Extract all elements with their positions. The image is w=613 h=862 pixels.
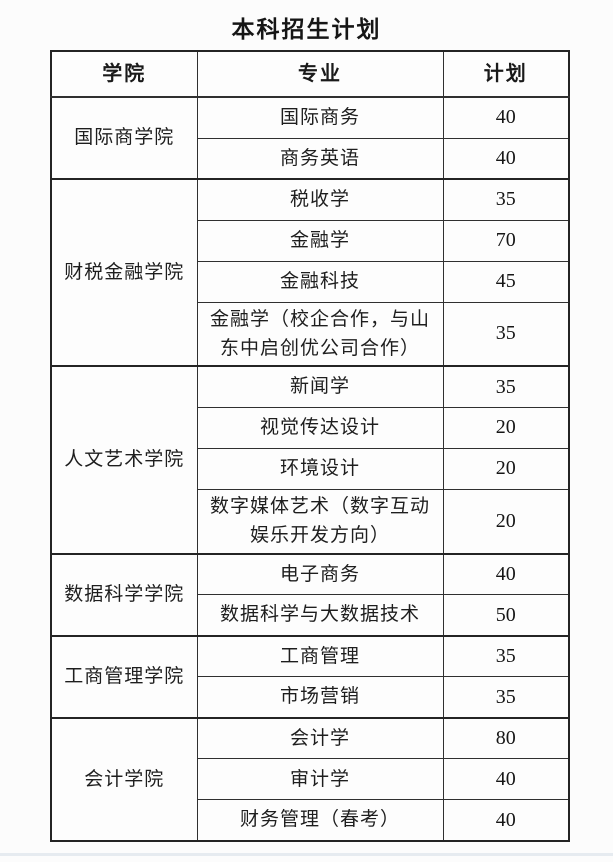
table-row: 金融学（校企合作，与山东中启创优公司合作） 35 xyxy=(51,301,570,367)
enrollment-plan-table: 学院 专业 计划 国际商学院 国际商务 40 商务英语 40 财税金融学院 税收学 35 金融学… xyxy=(50,50,570,842)
table-row: 会计学院 会计学 80 xyxy=(50,716,570,842)
major-cell: 数字媒体艺术（数字互动娱乐开发方向） xyxy=(196,488,444,555)
plan-cell: 40 xyxy=(442,799,570,842)
major-cell: 市场营销 xyxy=(196,676,444,719)
major-cell: 商务英语 xyxy=(196,137,444,180)
plan-cell: 35 xyxy=(442,676,570,719)
college-cell: 人文艺术学院 xyxy=(50,365,198,555)
table-row: 审计学 40 xyxy=(51,758,570,801)
major-cell: 金融学（校企合作，与山东中启创优公司合作） xyxy=(196,301,444,367)
college-cell: 工商管理学院 xyxy=(50,634,198,719)
college-cell: 会计学院 xyxy=(50,716,198,842)
plan-cell: 20 xyxy=(442,447,570,490)
plan-cell: 50 xyxy=(442,594,570,637)
plan-cell: 20 xyxy=(442,488,570,555)
plan-cell: 40 xyxy=(442,96,570,139)
table-row: 金融科技 45 xyxy=(51,260,570,303)
major-cell: 电子商务 xyxy=(196,552,444,596)
college-cell: 国际商学院 xyxy=(50,96,198,180)
plan-cell: 35 xyxy=(442,634,570,678)
table-row: 数据科学与大数据技术 50 xyxy=(51,594,570,637)
major-cell: 税收学 xyxy=(196,178,444,221)
major-cell: 金融学 xyxy=(196,219,444,262)
plan-cell: 35 xyxy=(442,365,570,408)
major-cell: 审计学 xyxy=(196,758,444,801)
plan-cell: 35 xyxy=(442,178,570,221)
column-header-major: 专业 xyxy=(196,50,444,98)
table-row: 财税金融学院 税收学 35 xyxy=(50,177,570,367)
table-body: 国际商学院 国际商务 40 商务英语 40 财税金融学院 税收学 35 金融学 70 金融科技 45 金… xyxy=(50,96,570,842)
major-cell: 金融科技 xyxy=(196,260,444,303)
major-cell: 新闻学 xyxy=(196,365,444,408)
major-cell: 会计学 xyxy=(196,716,444,760)
page-title: 本科招生计划 xyxy=(231,17,382,42)
plan-cell: 45 xyxy=(442,260,570,303)
plan-cell: 40 xyxy=(442,137,570,180)
plan-cell: 35 xyxy=(442,301,570,367)
table-row: 人文艺术学院 新闻学 35 xyxy=(50,365,570,555)
major-cell: 视觉传达设计 xyxy=(196,406,444,449)
table-row: 商务英语 40 xyxy=(51,137,570,180)
bottom-divider xyxy=(0,853,613,856)
table-row: 国际商学院 国际商务 40 xyxy=(50,96,570,180)
column-header-college: 学院 xyxy=(50,50,198,98)
plan-cell: 40 xyxy=(442,552,570,596)
table-row: 金融学 70 xyxy=(51,219,570,262)
plan-cell: 20 xyxy=(442,406,570,449)
major-cell: 工商管理 xyxy=(196,634,444,678)
table-row: 市场营销 35 xyxy=(51,676,570,719)
major-cell: 环境设计 xyxy=(196,447,444,490)
plan-cell: 40 xyxy=(442,758,570,801)
major-cell: 财务管理（春考） xyxy=(196,799,444,842)
table-row: 工商管理学院 工商管理 35 xyxy=(50,634,570,719)
table-row: 财务管理（春考） 40 xyxy=(51,799,570,842)
major-cell: 国际商务 xyxy=(196,96,444,139)
table-row: 环境设计 20 xyxy=(51,447,570,490)
college-cell: 财税金融学院 xyxy=(50,177,198,367)
major-cell: 数据科学与大数据技术 xyxy=(196,594,444,637)
plan-cell: 80 xyxy=(442,716,570,760)
column-header-plan: 计划 xyxy=(442,50,570,98)
plan-cell: 70 xyxy=(442,219,570,262)
table-row: 数据科学学院 电子商务 40 xyxy=(50,552,570,637)
college-cell: 数据科学学院 xyxy=(50,552,198,637)
table-header-row: 学院 专业 计划 xyxy=(50,50,570,98)
